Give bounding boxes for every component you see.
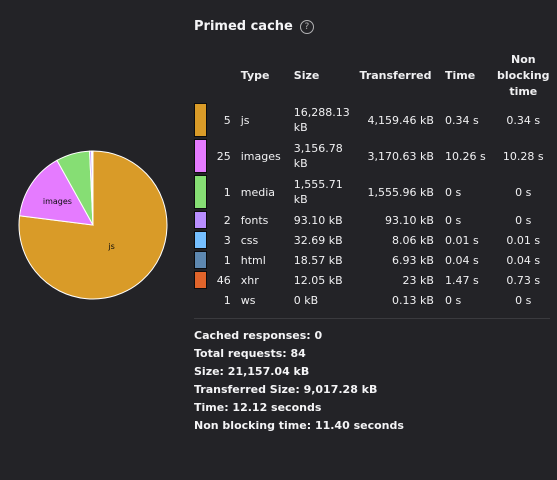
row-non-blocking-time: 0.73 s <box>496 270 551 290</box>
row-transferred: 23 kB <box>360 270 434 290</box>
swatch-cell <box>194 230 211 250</box>
summary-size: Size: 21,157.04 kB <box>194 363 404 381</box>
row-non-blocking-time: 0.01 s <box>496 230 551 250</box>
header-swatch <box>194 50 211 102</box>
pie-svg: js images <box>17 149 169 301</box>
pie-label-images: images <box>43 197 72 206</box>
row-type: html <box>241 250 294 270</box>
header-count <box>211 50 241 102</box>
header-size: Size <box>294 50 360 102</box>
row-size: 32.69 kB <box>294 230 360 250</box>
row-transferred: 8.06 kB <box>360 230 434 250</box>
row-size: 93.10 kB <box>294 210 360 230</box>
divider <box>194 318 550 319</box>
row-size: 1,555.71 kB <box>294 174 360 210</box>
swatch-cell <box>194 138 211 174</box>
row-non-blocking-time: 0 s <box>496 210 551 230</box>
row-non-blocking-time: 0.04 s <box>496 250 551 270</box>
row-size: 18.57 kB <box>294 250 360 270</box>
swatch-cell <box>194 174 211 210</box>
pie-label-js: js <box>107 242 114 251</box>
help-icon[interactable]: ? <box>300 20 314 34</box>
title-row: Primed cache ? <box>194 19 314 34</box>
table-row-images: 25 images 3,156.78 kB 3,170.63 kB 10.26 s 10.… <box>194 138 551 174</box>
row-count: 2 <box>211 210 241 230</box>
row-type: js <box>241 102 294 138</box>
swatch-cell <box>194 250 211 270</box>
row-non-blocking-time: 0 s <box>496 290 551 310</box>
row-non-blocking-time: 10.28 s <box>496 138 551 174</box>
section-title: Primed cache <box>194 19 293 34</box>
row-type: css <box>241 230 294 250</box>
row-count: 25 <box>211 138 241 174</box>
row-non-blocking-time: 0.34 s <box>496 102 551 138</box>
swatch-cell <box>194 270 211 290</box>
row-type: fonts <box>241 210 294 230</box>
row-type: images <box>241 138 294 174</box>
row-count: 3 <box>211 230 241 250</box>
row-time: 0 s <box>434 174 496 210</box>
table-row-js: 5 js 16,288.13 kB 4,159.46 kB 0.34 s 0.34 s <box>194 102 551 138</box>
row-transferred: 4,159.46 kB <box>360 102 434 138</box>
row-type: ws <box>241 290 294 310</box>
row-transferred: 6.93 kB <box>360 250 434 270</box>
legend-swatch-images <box>194 139 207 173</box>
row-type: media <box>241 174 294 210</box>
legend-swatch-html <box>194 251 207 269</box>
legend-swatch-media <box>194 175 207 209</box>
row-size: 0 kB <box>294 290 360 310</box>
swatch-cell <box>194 210 211 230</box>
row-count: 1 <box>211 250 241 270</box>
table-row-xhr: 46 xhr 12.05 kB 23 kB 1.47 s 0.73 s <box>194 270 551 290</box>
row-type: xhr <box>241 270 294 290</box>
row-count: 46 <box>211 270 241 290</box>
header-non-blocking-time: Non blocking time <box>496 50 551 102</box>
row-time: 0 s <box>434 210 496 230</box>
legend-swatch-js <box>194 103 207 137</box>
legend-swatch-xhr <box>194 271 207 289</box>
legend-swatch-fonts <box>194 211 207 229</box>
summary-time: Time: 12.12 seconds <box>194 399 404 417</box>
stats-table: Type Size Transferred Time Non blocking … <box>194 50 551 310</box>
row-count: 1 <box>211 290 241 310</box>
row-time: 0.04 s <box>434 250 496 270</box>
header-time: Time <box>434 50 496 102</box>
legend-swatch-css <box>194 231 207 249</box>
row-count: 1 <box>211 174 241 210</box>
row-transferred: 0.13 kB <box>360 290 434 310</box>
table-row-css: 3 css 32.69 kB 8.06 kB 0.01 s 0.01 s <box>194 230 551 250</box>
summary: Cached responses: 0 Total requests: 84 S… <box>194 327 404 435</box>
table-header-row: Type Size Transferred Time Non blocking … <box>194 50 551 102</box>
summary-non-blocking-time: Non blocking time: 11.40 seconds <box>194 417 404 435</box>
table-row-html: 1 html 18.57 kB 6.93 kB 0.04 s 0.04 s <box>194 250 551 270</box>
row-size: 16,288.13 kB <box>294 102 360 138</box>
header-transferred: Transferred <box>360 50 434 102</box>
summary-transferred-size: Transferred Size: 9,017.28 kB <box>194 381 404 399</box>
row-time: 0.34 s <box>434 102 496 138</box>
row-transferred: 1,555.96 kB <box>360 174 434 210</box>
swatch-cell <box>194 102 211 138</box>
row-count: 5 <box>211 102 241 138</box>
row-time: 1.47 s <box>434 270 496 290</box>
size-pie-chart: js images <box>17 149 169 301</box>
row-transferred: 93.10 kB <box>360 210 434 230</box>
summary-cached-responses: Cached responses: 0 <box>194 327 404 345</box>
row-size: 3,156.78 kB <box>294 138 360 174</box>
row-size: 12.05 kB <box>294 270 360 290</box>
summary-total-requests: Total requests: 84 <box>194 345 404 363</box>
row-time: 0.01 s <box>434 230 496 250</box>
row-non-blocking-time: 0 s <box>496 174 551 210</box>
header-type: Type <box>241 50 294 102</box>
row-time: 10.26 s <box>434 138 496 174</box>
row-time: 0 s <box>434 290 496 310</box>
swatch-cell <box>194 290 211 310</box>
row-transferred: 3,170.63 kB <box>360 138 434 174</box>
